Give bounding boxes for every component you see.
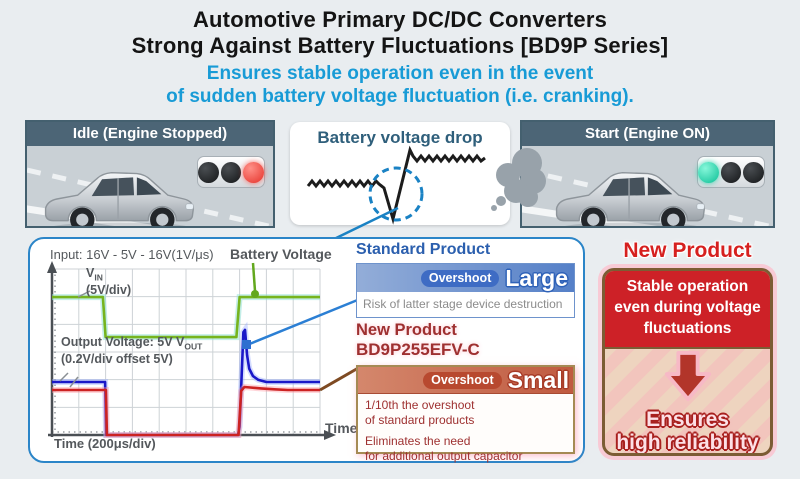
standard-product-risk: Risk of latter stage device destruction — [363, 297, 563, 311]
benefit-capacitor: Eliminates the need for additional output… — [365, 434, 523, 463]
trace-3 — [52, 385, 320, 437]
start-panel-body — [522, 146, 773, 226]
time-scale-label: Time (200μs/div) — [54, 436, 156, 451]
idle-panel: Idle (Engine Stopped) — [25, 120, 275, 228]
car-start — [550, 160, 710, 226]
page-subtitle-line2: of sudden battery voltage fluctuation (i… — [166, 86, 634, 107]
new-product-title: New Product — [356, 321, 457, 339]
time-axis-label: Time — [325, 420, 358, 436]
highlight-new-product-title: New Product — [623, 239, 752, 262]
overshoot-size-large: Large — [505, 264, 568, 291]
overshoot-large-box: Overshoot Large Risk of latter stage dev… — [356, 263, 575, 318]
idle-traffic-light — [197, 156, 265, 188]
page-subtitle-line1: Ensures stable operation even in the eve… — [206, 63, 594, 84]
start-panel-header: Start (Engine ON) — [522, 122, 773, 146]
battery-drop-box: Battery voltage drop — [290, 122, 510, 225]
traffic-lamp-icon — [198, 161, 219, 183]
new-product-part-number: BD9P255EFV-C — [356, 340, 480, 359]
down-arrow-icon — [664, 350, 711, 401]
page-title-line2: Strong Against Battery Fluctuations [BD9… — [131, 33, 669, 58]
traffic-lamp-icon — [720, 161, 742, 183]
benefit-overshoot: 1/10th the overshoot of standard products — [365, 398, 475, 427]
highlight-result: Ensures high reliability — [605, 349, 770, 455]
overshoot-small-box: Overshoot Small 1/10th the overshoot of s… — [356, 365, 575, 463]
callout-connector-line — [329, 206, 399, 243]
traffic-lamp-icon — [698, 161, 719, 183]
overshoot-small-header: Overshoot Small — [358, 367, 573, 394]
page-title-line1: Automotive Primary DC/DC Converters — [192, 7, 608, 32]
plot-callouts — [59, 262, 361, 392]
highlight-box: Stable operation even during voltage flu… — [602, 268, 773, 456]
traffic-lamp-icon — [243, 161, 265, 183]
standard-product-title: Standard Product — [356, 241, 491, 258]
drop-highlight-circle — [368, 166, 424, 222]
overshoot-size-small: Small — [507, 366, 569, 393]
vin-axis-label: VIN (5V/div) — [86, 266, 132, 298]
overshoot-badge: Overshoot — [423, 371, 502, 389]
oscilloscope-plot — [47, 261, 361, 440]
exhaust-cloud-icon — [491, 148, 546, 211]
idle-panel-header: Idle (Engine Stopped) — [27, 122, 273, 146]
input-condition-label: Input: 16V - 5V - 16V(1V/μs) — [50, 247, 214, 262]
battery-drop-title: Battery voltage drop — [317, 128, 483, 147]
vout-axis-label: Output Voltage: 5V VOUT (0.2V/div offset… — [61, 335, 203, 367]
idle-panel-body — [27, 146, 273, 226]
new-product-benefits: 1/10th the overshoot of standard products… — [358, 394, 573, 474]
voltage-wave-line — [306, 145, 486, 225]
start-traffic-light — [697, 156, 765, 188]
traffic-lamp-icon — [220, 161, 242, 183]
battery-voltage-label: Battery Voltage — [230, 246, 332, 262]
scope-comparison-box: Input: 16V - 5V - 16V(1V/μs) Battery Vol… — [28, 237, 585, 463]
traffic-lamp-icon — [743, 161, 765, 183]
highlight-stable-operation: Stable operation even during voltage flu… — [605, 271, 770, 349]
battery-waveform — [306, 145, 486, 225]
start-panel: Start (Engine ON) — [520, 120, 775, 228]
ensures-high-reliability: Ensures high reliability — [616, 407, 759, 455]
overshoot-large-header: Overshoot Large — [357, 264, 574, 292]
car-idle — [39, 160, 199, 226]
overshoot-badge: Overshoot — [420, 269, 500, 287]
